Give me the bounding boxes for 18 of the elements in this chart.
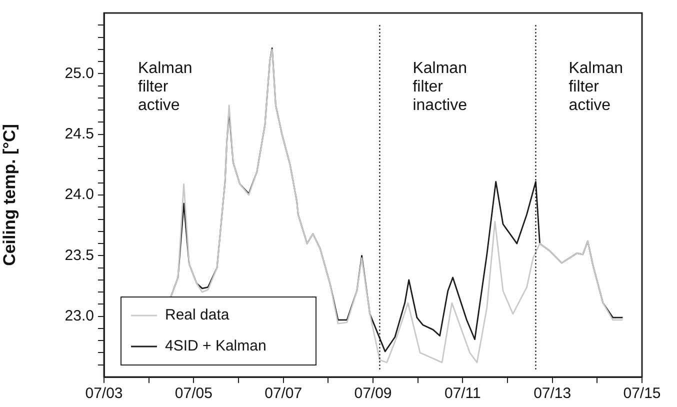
x-tick-label: 07/07 (264, 385, 302, 402)
x-tick-label: 07/03 (85, 385, 123, 402)
annotation: Kalman filter active (568, 60, 623, 114)
x-tick-label: 07/13 (534, 385, 572, 402)
y-tick-label: 24.0 (64, 186, 94, 204)
y-tick-label: 25.0 (64, 64, 94, 82)
x-tick-label: 07/11 (444, 385, 481, 402)
legend-label: 4SID + Kalman (165, 338, 266, 355)
x-tick-label: 07/05 (174, 385, 212, 402)
y-tick-label: 24.5 (64, 125, 94, 142)
y-axis-title: Ceiling temp. [°C] (0, 124, 19, 266)
y-tick-label: 23.5 (64, 246, 94, 264)
x-tick-label: 07/09 (354, 385, 392, 402)
annotation: Kalman filter active (138, 60, 192, 114)
legend-label: Real data (165, 306, 230, 324)
annotation: Kalman filter inactive (412, 60, 468, 114)
x-tick-label: 07/15 (623, 385, 661, 402)
y-tick-label: 23.0 (64, 307, 94, 324)
